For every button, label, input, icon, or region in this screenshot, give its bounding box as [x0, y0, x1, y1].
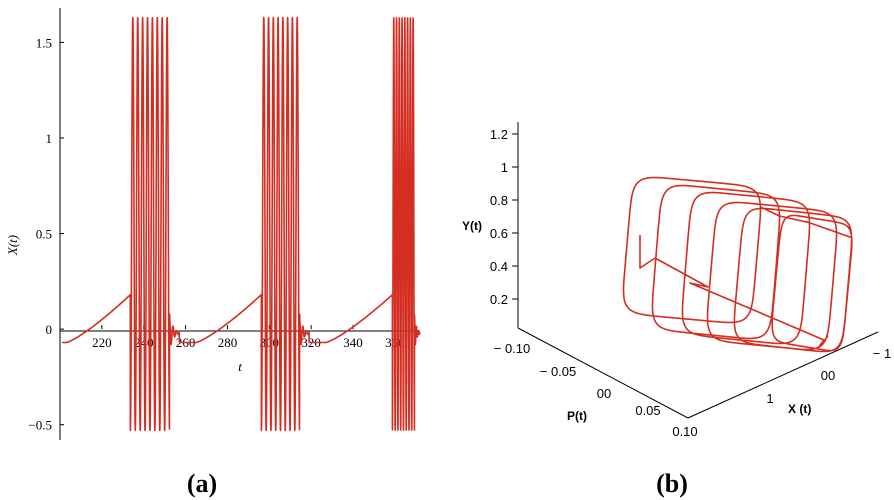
x-axis-3d-line — [687, 331, 879, 419]
p-tick-label: 0.05 — [635, 403, 660, 418]
y-tick-label: 0.5 — [36, 227, 52, 242]
x-axis-3d-label: X (t) — [788, 402, 811, 416]
p-tick-label: 0.10 — [672, 424, 697, 439]
x-tick-label: 220 — [92, 335, 112, 350]
x-axis-label: t — [238, 359, 242, 374]
z-axis-label: Y(t) — [462, 219, 482, 233]
x-tick-label-3d: 1 — [766, 391, 773, 406]
y-tick-label: 0 — [46, 322, 53, 337]
y-tick-label: −0.5 — [28, 418, 52, 433]
z-tick-group: 0.2 0.4 0.6 0.8 1 1.2 — [490, 127, 518, 307]
p-tick-label: 00 — [597, 386, 611, 401]
z-tick-label: 0.6 — [490, 226, 508, 241]
p-axis-label: P(t) — [567, 409, 587, 423]
y-tick-label: 1 — [46, 131, 53, 146]
panel-b-phase-portrait: 0.20.40.60.811.2 − 0.10− 0.05000.050.10 … — [462, 122, 891, 498]
trajectory-line — [622, 176, 853, 353]
panel-a-caption: (a) — [187, 469, 217, 498]
x-tick-label: 280 — [218, 335, 238, 350]
p-tick-group: − 0.10 − 0.05 00 0.05 0.10 — [494, 341, 698, 439]
x-tick-group-3d: 1 00 − 1 — [766, 346, 891, 406]
x-tick-label-3d: 00 — [821, 368, 835, 383]
p-tick-label: − 0.10 — [494, 341, 531, 356]
z-tick-label: 0.8 — [490, 193, 508, 208]
panel-b-caption: (b) — [656, 469, 688, 498]
z-tick-label: 0.2 — [490, 292, 508, 307]
series-x-of-t-line — [61, 16, 421, 432]
y-axis-label: X(t) — [5, 235, 20, 256]
y-tick-label: 1.5 — [36, 35, 52, 50]
y-tick-group: −0.5 0 0.5 1 1.5 — [28, 35, 64, 433]
p-axis-line — [517, 327, 689, 419]
panel-a-time-series: −0.500.511.5 220 240 260 280 300 320 340 360 X(… — [5, 8, 421, 498]
z-tick-label: 0.4 — [490, 259, 508, 274]
x-tick-label: 340 — [343, 335, 363, 350]
z-tick-label: 1.2 — [490, 127, 508, 142]
x-tick-label-3d: − 1 — [873, 346, 891, 361]
p-tick-label: − 0.05 — [540, 364, 577, 379]
z-tick-label: 1 — [501, 160, 508, 175]
